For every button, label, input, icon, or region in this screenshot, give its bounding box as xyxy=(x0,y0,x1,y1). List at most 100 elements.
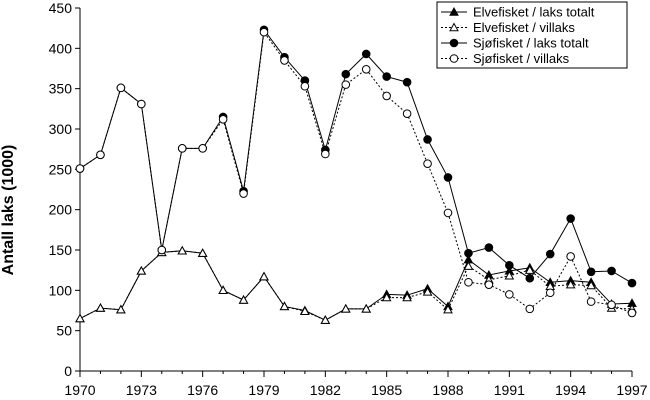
legend-label: Sjøfisket / villaks xyxy=(473,51,570,66)
data-point xyxy=(525,273,535,283)
data-point xyxy=(177,144,187,153)
data-point xyxy=(402,292,412,302)
data-point xyxy=(300,81,310,91)
y-tick-label: 450 xyxy=(49,0,73,16)
data-point xyxy=(463,261,474,270)
y-tick-label: 400 xyxy=(49,40,73,56)
data-point xyxy=(320,315,331,324)
data-point xyxy=(607,300,616,310)
data-point xyxy=(505,290,514,299)
data-point xyxy=(443,208,453,218)
data-point xyxy=(381,292,392,302)
data-point xyxy=(279,301,290,311)
series-line xyxy=(79,250,633,321)
data-point xyxy=(484,243,494,252)
data-point xyxy=(116,83,126,93)
data-point xyxy=(627,278,637,288)
data-point xyxy=(177,245,188,255)
legend-item: Elvefisket / laks totalt xyxy=(441,5,595,20)
series-2 xyxy=(75,245,637,324)
x-tick-label: 1979 xyxy=(248,382,279,398)
axes: 0 50 100 150 200 250 300 350 400 450 1970 1973 1976 1… xyxy=(49,0,648,398)
data-point xyxy=(300,306,310,316)
data-point xyxy=(382,72,391,81)
data-point xyxy=(545,249,555,259)
y-tick-label: 0 xyxy=(64,363,72,379)
data-point xyxy=(524,265,535,274)
data-point xyxy=(402,77,412,87)
data-point xyxy=(321,149,330,159)
y-tick-label: 200 xyxy=(49,202,73,218)
legend-box xyxy=(436,1,628,69)
data-point xyxy=(565,279,576,289)
data-point xyxy=(96,150,105,160)
data-point xyxy=(545,288,555,298)
data-point xyxy=(443,173,453,182)
y-tick-label: 150 xyxy=(49,242,73,258)
x-tick-label: 1991 xyxy=(494,382,525,398)
data-point xyxy=(504,270,515,280)
x-tick-label: 1982 xyxy=(310,382,341,398)
legend-label: Sjøfisket / laks totalt xyxy=(473,36,589,51)
legend-marker xyxy=(449,22,459,32)
series-layer xyxy=(75,25,637,324)
x-tick-label: 1997 xyxy=(616,382,647,398)
series-4 xyxy=(75,27,637,318)
x-tick-label: 1994 xyxy=(555,382,586,398)
data-point xyxy=(423,135,432,144)
data-point xyxy=(341,69,351,79)
data-point xyxy=(361,49,371,59)
data-point xyxy=(423,159,432,168)
data-point xyxy=(586,297,596,306)
data-point xyxy=(259,27,269,37)
y-tick-label: 250 xyxy=(49,161,73,177)
data-point xyxy=(402,109,412,118)
data-point xyxy=(464,277,473,287)
y-axis-label: Antall laks (1000) xyxy=(0,145,17,276)
data-point xyxy=(566,214,575,223)
data-point xyxy=(382,91,391,101)
legend-marker xyxy=(449,6,459,16)
data-point xyxy=(198,144,207,153)
data-point xyxy=(340,303,351,313)
data-point xyxy=(607,266,616,276)
data-point xyxy=(627,308,637,318)
data-point xyxy=(157,245,167,255)
data-point xyxy=(422,286,433,296)
legend-marker xyxy=(449,54,459,63)
data-point xyxy=(137,99,146,109)
legend-marker xyxy=(449,38,459,48)
data-point xyxy=(566,252,575,261)
data-point xyxy=(443,304,453,314)
data-point xyxy=(238,294,249,304)
data-point xyxy=(75,164,85,173)
x-tick-label: 1976 xyxy=(187,382,218,398)
data-point xyxy=(280,56,289,65)
data-point xyxy=(586,267,596,277)
data-point xyxy=(239,189,248,198)
legend-item: Elvefisket / villaks xyxy=(441,20,575,35)
data-point xyxy=(341,80,351,89)
legend-label: Elvefisket / laks totalt xyxy=(473,5,595,20)
y-tick-label: 300 xyxy=(49,121,73,137)
legend-item: Sjøfisket / villaks xyxy=(441,51,570,66)
data-point xyxy=(116,304,126,314)
y-tick-label: 100 xyxy=(49,282,73,298)
series-line xyxy=(79,28,633,284)
data-point xyxy=(197,248,208,257)
x-tick-label: 1970 xyxy=(64,382,95,398)
data-point xyxy=(218,115,228,124)
data-point xyxy=(218,285,228,295)
legend-label: Elvefisket / villaks xyxy=(473,20,575,35)
x-tick-label: 1988 xyxy=(432,382,463,398)
data-point xyxy=(95,303,106,312)
x-tick-label: 1985 xyxy=(371,382,402,398)
x-tick-label: 1973 xyxy=(126,382,157,398)
data-point xyxy=(586,280,596,290)
data-point xyxy=(484,280,494,289)
data-point xyxy=(136,265,147,275)
legend-item: Sjøfisket / laks totalt xyxy=(441,36,589,51)
data-point xyxy=(361,65,371,74)
